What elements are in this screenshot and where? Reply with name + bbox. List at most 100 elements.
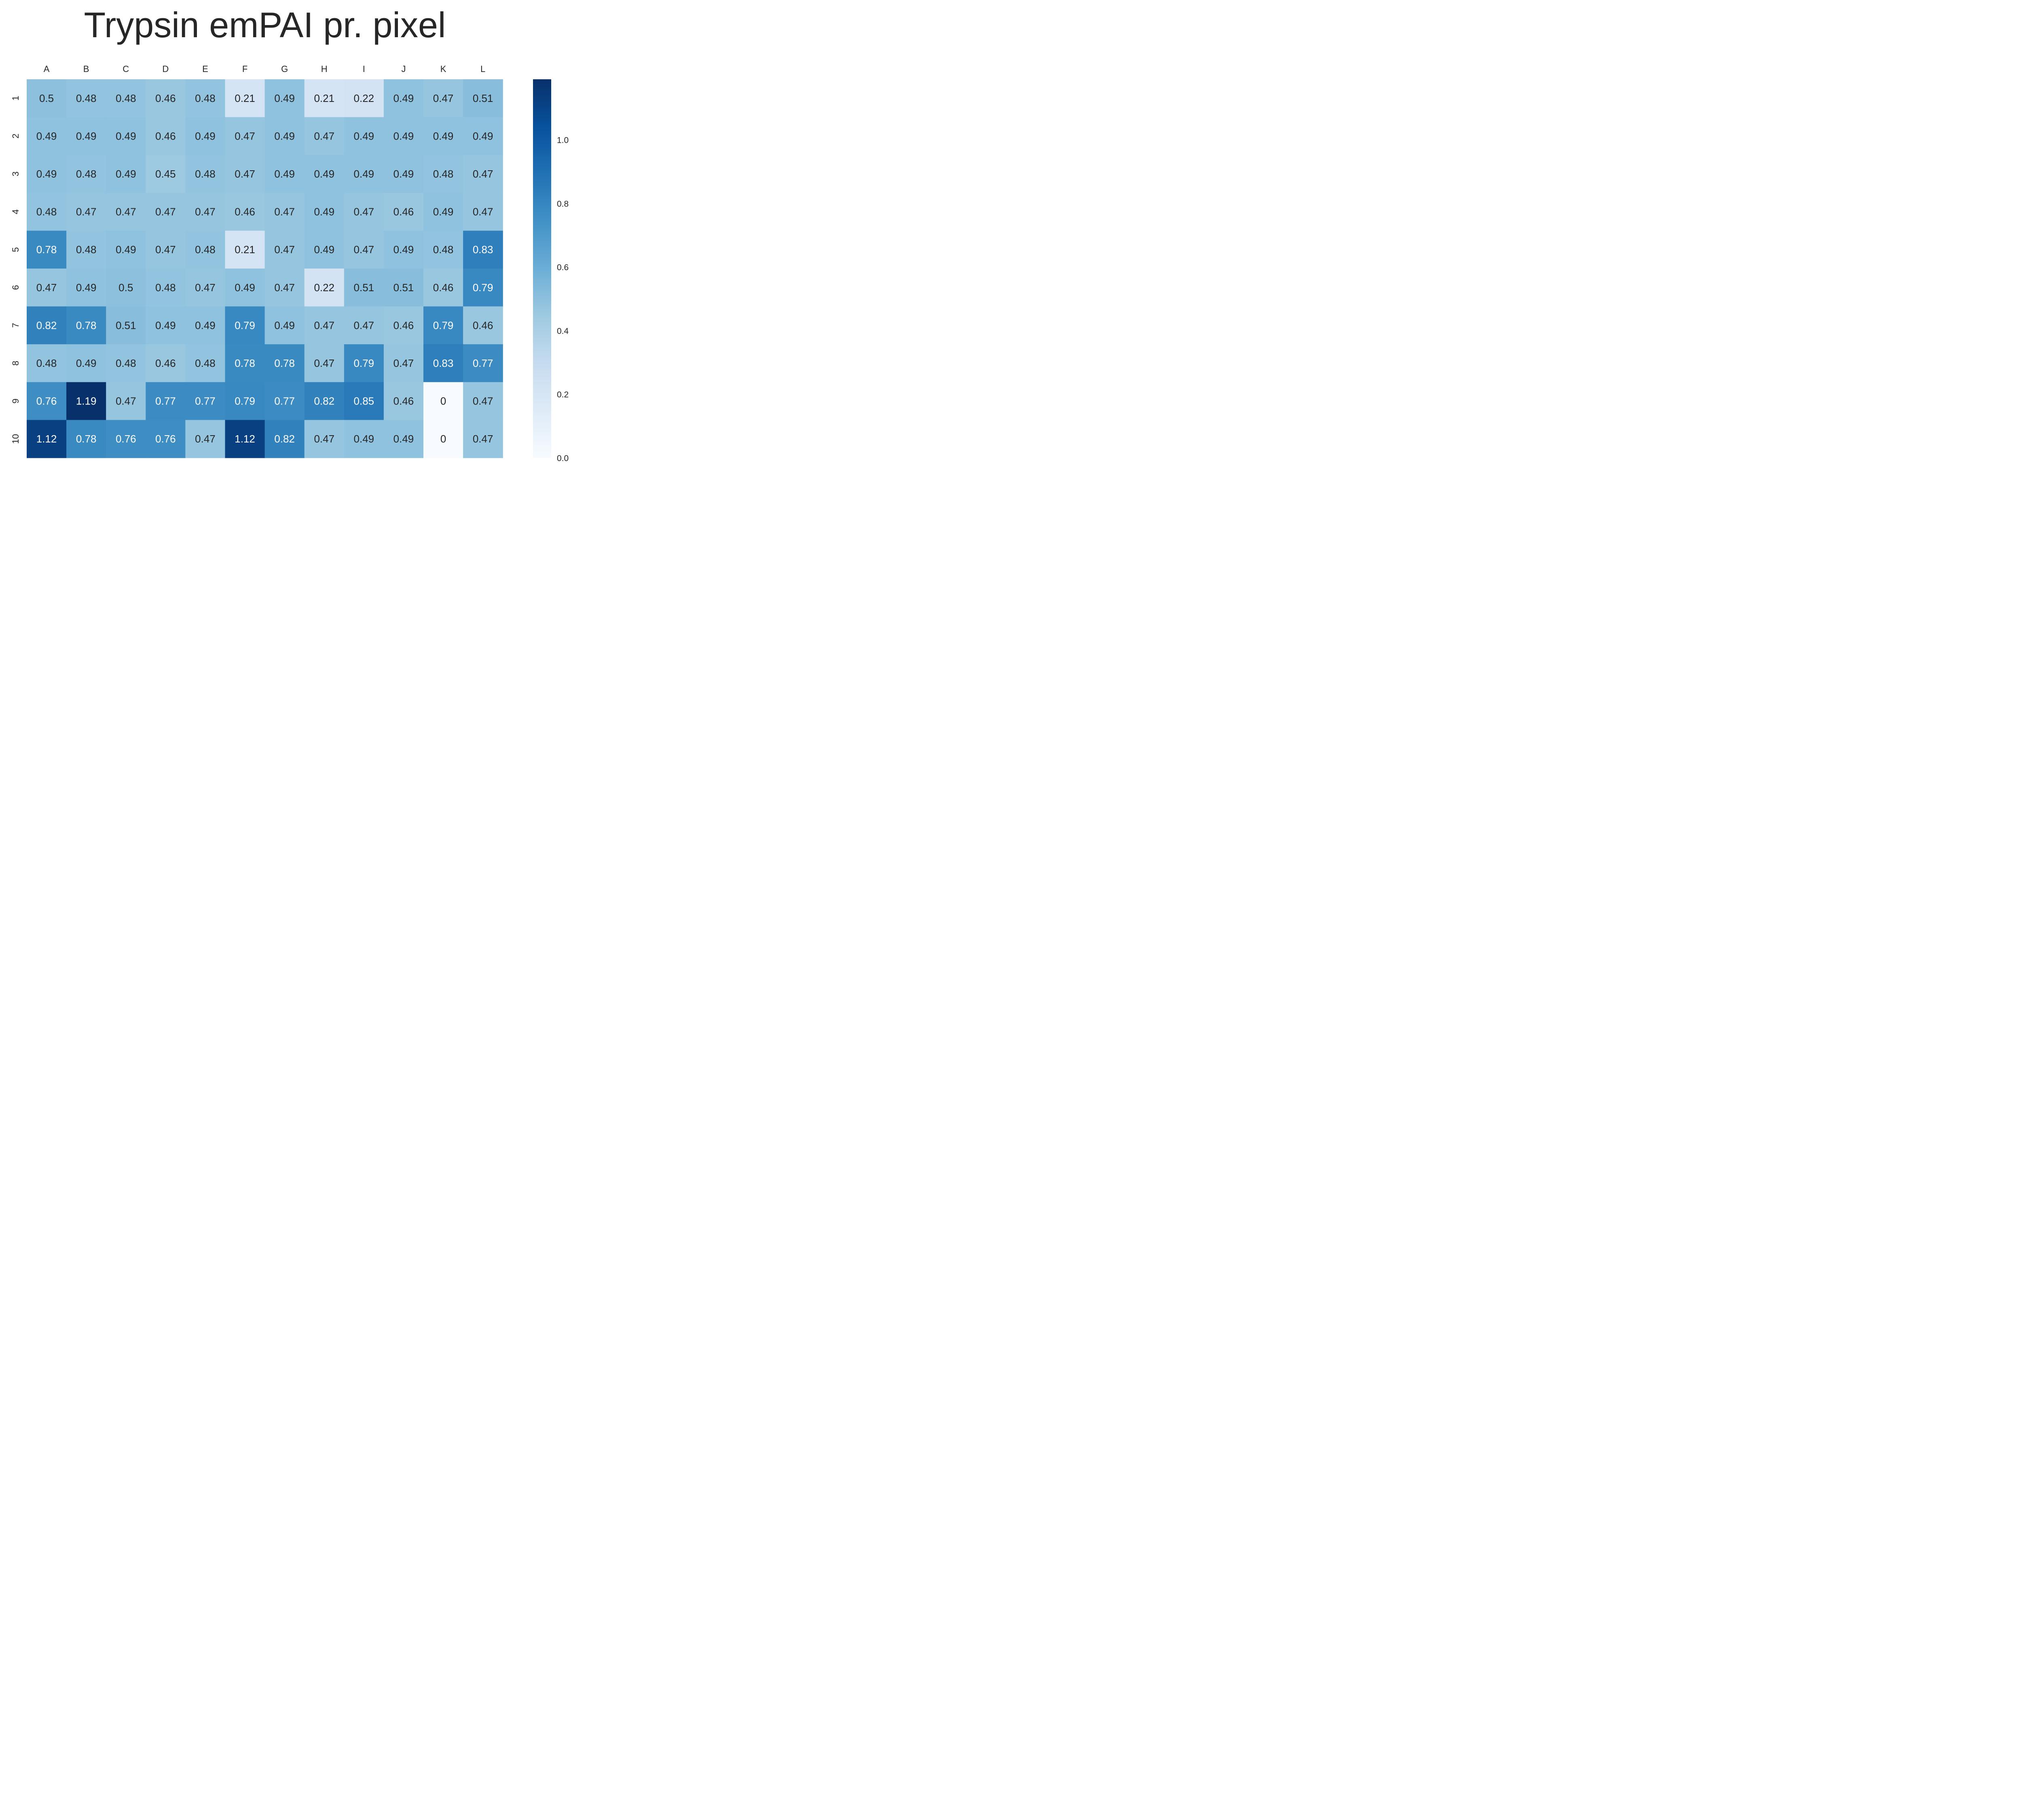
cell-value-label: 0.48 — [433, 243, 454, 256]
heatmap-cell — [463, 306, 503, 345]
y-tick-label: 10 — [11, 434, 21, 444]
cell-value-label: 0.49 — [314, 243, 334, 256]
heatmap-cell — [146, 269, 186, 307]
cell-value-label: 0.49 — [314, 168, 334, 180]
heatmap-cell — [264, 344, 305, 383]
cell-value-label: 0.47 — [274, 206, 295, 218]
heatmap-cell — [463, 420, 503, 458]
cell-value-label: 0.85 — [354, 395, 374, 407]
cell-value-label: 0.51 — [116, 319, 136, 331]
heatmap-cell — [185, 231, 226, 269]
cell-value-label: 0.48 — [195, 92, 216, 104]
cell-value-label: 0.49 — [393, 92, 414, 104]
heatmap-cell-labels: 0.5 0.48 0.48 0.46 0.48 0.21 0.49 0.21 0.22 0.49 0… — [36, 92, 493, 445]
cell-value-label: 0.51 — [354, 281, 374, 294]
cell-value-label: 0.47 — [155, 206, 176, 218]
heatmap-cell — [304, 193, 345, 231]
cell-value-label: 0.46 — [473, 319, 493, 331]
heatmap-cell — [264, 306, 305, 345]
heatmap-cell — [106, 231, 146, 269]
heatmap-cell — [383, 382, 424, 420]
cell-value-label: 0.76 — [155, 433, 176, 445]
cell-value-label: 0.78 — [235, 357, 255, 369]
cell-value-label: 0.49 — [314, 206, 334, 218]
cell-value-label: 0.47 — [274, 281, 295, 294]
cell-value-label: 1.12 — [235, 433, 255, 445]
heatmap-cell — [185, 306, 226, 345]
x-tick-label: E — [202, 64, 208, 74]
heatmap-cell — [463, 344, 503, 383]
heatmap-cells — [27, 79, 503, 458]
y-tick-label: 2 — [11, 133, 21, 138]
cell-value-label: 0.82 — [274, 433, 295, 445]
heatmap-cell — [225, 193, 265, 231]
cell-value-label: 0.47 — [354, 206, 374, 218]
cell-value-label: 0.51 — [473, 92, 493, 104]
x-tick-label: K — [440, 64, 446, 74]
heatmap-cell — [146, 117, 186, 155]
cell-value-label: 0.82 — [314, 395, 334, 407]
cell-value-label: 0.83 — [433, 357, 454, 369]
cell-value-label: 0.49 — [155, 319, 176, 331]
heatmap-cell — [423, 344, 463, 383]
cell-value-label: 0.22 — [314, 281, 334, 294]
cell-value-label: 0.22 — [354, 92, 374, 104]
cell-value-label: 0.47 — [235, 130, 255, 142]
heatmap-cell — [106, 155, 146, 193]
cell-value-label: 0.49 — [354, 433, 374, 445]
heatmap-cell — [27, 306, 67, 345]
heatmap-cell — [423, 193, 463, 231]
cell-value-label: 0.47 — [274, 243, 295, 256]
cell-value-label: 0.49 — [195, 319, 216, 331]
heatmap-cell — [264, 117, 305, 155]
y-tick-label: 3 — [11, 171, 21, 176]
heatmap-cell — [225, 420, 265, 458]
heatmap-cell — [383, 79, 424, 118]
colorbar-tick-label: 1.0 — [557, 135, 569, 145]
heatmap-cell — [27, 382, 67, 420]
x-axis-ticks: A B C D E F G H I J K L — [44, 64, 486, 74]
heatmap-cell — [185, 117, 226, 155]
cell-value-label: 0.46 — [155, 357, 176, 369]
heatmap-cell — [304, 344, 345, 383]
heatmap-cell — [423, 420, 463, 458]
cell-value-label: 0.48 — [433, 168, 454, 180]
cell-value-label: 0.47 — [195, 281, 216, 294]
heatmap-cell — [463, 193, 503, 231]
cell-value-label: 0.47 — [314, 319, 334, 331]
heatmap-cell — [383, 231, 424, 269]
cell-value-label: 0.49 — [116, 243, 136, 256]
heatmap-cell — [225, 155, 265, 193]
heatmap-cell — [225, 231, 265, 269]
colorbar-tick-label: 0.8 — [557, 199, 569, 209]
x-tick-label: H — [321, 64, 328, 74]
cell-value-label: 0.49 — [116, 168, 136, 180]
heatmap-cell — [106, 382, 146, 420]
cell-value-label: 0.47 — [155, 243, 176, 256]
cell-value-label: 0.49 — [393, 130, 414, 142]
heatmap-cell — [344, 117, 384, 155]
heatmap-chart: Trypsin emPAI pr. pixel A B C D E F G H I J K L 1 2 3… — [11, 5, 569, 463]
y-tick-label: 8 — [11, 361, 21, 366]
colorbar-tick-label: 0.0 — [557, 454, 569, 463]
cell-value-label: 0.76 — [116, 433, 136, 445]
heatmap-cell — [463, 117, 503, 155]
cell-value-label: 0.79 — [354, 357, 374, 369]
cell-value-label: 0.77 — [195, 395, 216, 407]
heatmap-cell — [383, 193, 424, 231]
x-tick-label: C — [123, 64, 129, 74]
cell-value-label: 0.47 — [393, 357, 414, 369]
heatmap-cell — [225, 269, 265, 307]
cell-value-label: 0.49 — [76, 130, 97, 142]
x-tick-label: J — [401, 64, 406, 74]
cell-value-label: 0.46 — [393, 206, 414, 218]
cell-value-label: 0.49 — [393, 168, 414, 180]
heatmap-cell — [66, 231, 106, 269]
heatmap-cell — [463, 269, 503, 307]
x-tick-label: D — [162, 64, 169, 74]
heatmap-cell — [344, 382, 384, 420]
cell-value-label: 0.45 — [155, 168, 176, 180]
cell-value-label: 0.48 — [195, 357, 216, 369]
heatmap-cell — [264, 269, 305, 307]
cell-value-label: 0.79 — [433, 319, 454, 331]
